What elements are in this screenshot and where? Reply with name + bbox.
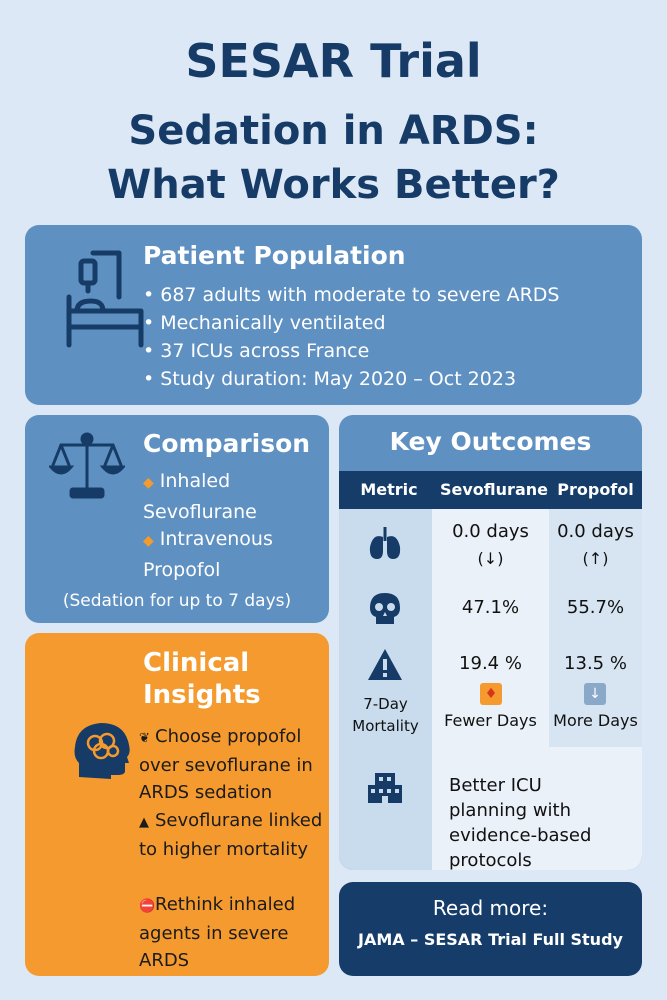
read-more-card[interactable]: Read more: JAMA – SESAR Trial Full Study <box>339 882 642 976</box>
insight-text: Sevoflurane linked to higher mortality <box>139 810 323 860</box>
patient-population-list: 687 adults with moderate to severe ARDS … <box>143 281 559 393</box>
insight-item: ⛔Rethink inhaled agents in severe ARDS <box>139 891 327 974</box>
sevoflurane-value: 19.4 % <box>459 653 522 674</box>
patient-population-heading: Patient Population <box>143 241 406 270</box>
sevoflurane-cell: 47.1% <box>432 581 549 637</box>
diamond-bullet-icon: ◆ <box>143 475 154 491</box>
outcomes-table-header: Metric Sevoflurane Propofol <box>339 471 642 509</box>
comparison-option-propofol: ◆ Intravenous Propofol <box>143 525 323 585</box>
diamond-bullet-icon: ◆ <box>143 533 154 549</box>
warning-bullet-icon: ▲ <box>139 815 149 830</box>
brain-bullet-icon: ❦ <box>139 731 150 746</box>
sedation-duration-note: (Sedation for up to 7 days) <box>62 591 292 611</box>
comparison-option-sevoflurane: ◆ Inhaled Sevoflurane <box>143 467 323 527</box>
brain-head-icon <box>74 723 130 779</box>
down-arrow-badge-icon: ↓ <box>584 683 606 705</box>
study-link[interactable]: JAMA – SESAR Trial Full Study <box>358 930 623 949</box>
sevoflurane-cell: 19.4 % ♦ Fewer Days <box>432 637 549 747</box>
propofol-value: 13.5 % <box>564 653 627 674</box>
propofol-value: 0.0 days <box>557 521 634 542</box>
comparison-heading: Comparison <box>143 429 311 458</box>
comparison-card: Comparison ◆ Inhaled Sevoflurane ◆ Intrave… <box>25 415 329 623</box>
table-row: 47.1% 55.7% <box>339 581 642 637</box>
read-more-label: Read more: <box>432 896 549 920</box>
table-row: 0.0 days (↓) 0.0 days (↑) <box>339 509 642 581</box>
insight-item: ▲ Sevoflurane linked to higher mortality <box>139 807 327 863</box>
option-label: Intravenous Propofol <box>143 528 273 581</box>
metric-cell <box>339 747 432 870</box>
population-item: Study duration: May 2020 – Oct 2023 <box>143 365 559 393</box>
insight-text: Choose propofol over sevoflurane in ARDS… <box>139 726 313 803</box>
propofol-cell: 13.5 % ↓ More Days <box>549 637 642 747</box>
table-row: Better ICU planning with evidence-based … <box>339 747 642 870</box>
sevoflurane-value: 47.1% <box>461 597 520 618</box>
lungs-icon <box>369 527 401 559</box>
clinical-insights-heading: Clinical Insights <box>143 647 261 711</box>
icu-planning-text: Better ICU planning with evidence-based … <box>449 775 592 870</box>
metric-cell <box>339 581 432 637</box>
propofol-cell: 55.7% <box>549 581 642 637</box>
balance-scale-icon <box>49 432 125 499</box>
patient-population-card: Patient Population 687 adults with moder… <box>25 225 642 405</box>
column-header-sevoflurane: Sevoflurane <box>440 480 548 499</box>
key-outcomes-card: Key Outcomes Metric Sevoflurane Propofol… <box>339 415 642 870</box>
heading-line: Clinical <box>143 648 250 678</box>
population-item: 687 adults with moderate to severe ARDS <box>143 281 559 309</box>
hospital-bed-icon <box>66 250 144 348</box>
metric-label: 7-Day Mortality <box>352 695 419 735</box>
column-header-metric: Metric <box>360 480 418 499</box>
warning-icon <box>368 649 402 680</box>
skull-icon <box>370 593 400 624</box>
page-subtitle-line2: What Works Better? <box>107 162 560 208</box>
heading-line: Insights <box>143 680 261 710</box>
insight-item: ❦ Choose propofol over sevoflurane in ARD… <box>139 723 327 806</box>
clinical-insights-card: Clinical Insights ❦ Choose propofol over s… <box>25 633 329 976</box>
column-header-propofol: Propofol <box>557 480 634 499</box>
sevoflurane-value: 0.0 days <box>452 521 529 542</box>
sevoflurane-cell: 0.0 days (↓) <box>432 509 549 581</box>
description-cell <box>432 747 642 870</box>
propofol-value: 55.7% <box>566 597 625 618</box>
up-arrow-icon: (↑) <box>582 549 609 568</box>
flame-badge-icon: ♦ <box>480 683 502 705</box>
table-row: 7-Day Mortality 19.4 % ♦ Fewer Days 13.5… <box>339 637 642 747</box>
page-subtitle-line1: Sedation in ARDS: <box>128 108 539 154</box>
down-arrow-icon: (↓) <box>477 549 504 568</box>
propofol-cell: 0.0 days (↑) <box>549 509 642 581</box>
population-item: 37 ICUs across France <box>143 337 559 365</box>
page-title: SESAR Trial <box>185 34 482 88</box>
metric-cell <box>339 509 432 581</box>
metric-cell: 7-Day Mortality <box>339 637 432 747</box>
hospital-building-icon <box>368 773 402 803</box>
population-item: Mechanically ventilated <box>143 309 559 337</box>
no-entry-bullet-icon: ⛔ <box>139 899 156 914</box>
sevoflurane-label: Fewer Days <box>444 711 537 730</box>
key-outcomes-heading: Key Outcomes <box>389 427 592 456</box>
propofol-label: More Days <box>553 711 638 730</box>
insight-text: Rethink inhaled agents in severe ARDS <box>139 894 296 971</box>
option-label: Inhaled Sevoflurane <box>143 470 257 523</box>
